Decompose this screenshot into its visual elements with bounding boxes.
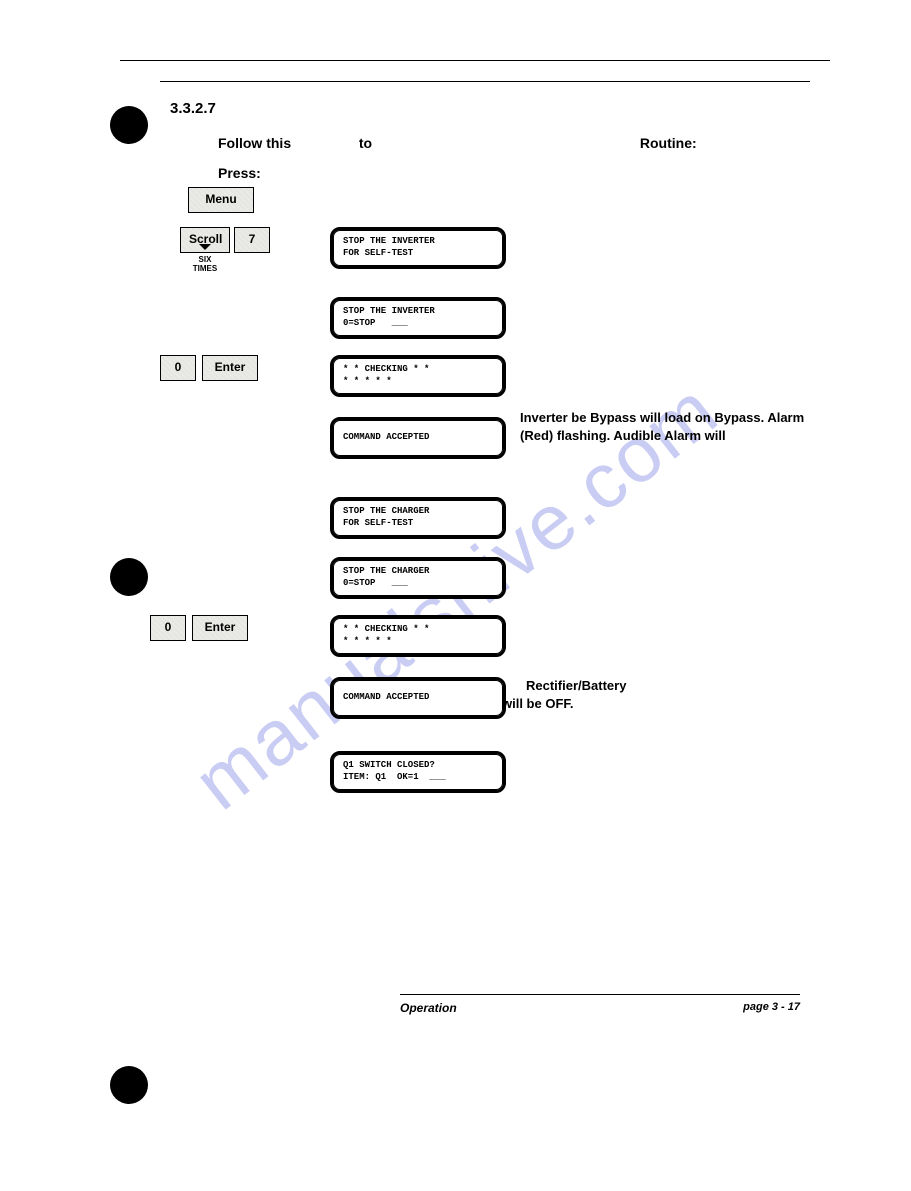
menu-key: Menu [188, 187, 254, 213]
lcd-line: STOP THE CHARGER [343, 566, 493, 578]
rectifier-note-line: Rectifier/Battery [526, 677, 818, 695]
instruction-word: to [359, 135, 372, 151]
lcd-line: FOR SELF-TEST [343, 518, 493, 530]
lcd-line: ITEM: Q1 OK=1 ___ [343, 772, 493, 784]
lcd-display: COMMAND ACCEPTED [330, 417, 506, 459]
top-rule [120, 60, 830, 61]
inner-rule [160, 81, 810, 82]
enter-key: Enter [202, 355, 258, 381]
instruction-line: Follow this to Routine: [218, 135, 830, 151]
instruction-word: Routine: [640, 135, 697, 151]
lcd-display: * * CHECKING * * * * * * * [330, 615, 506, 657]
page-container: 3.3.2.7 Follow this to Routine: Press: M… [120, 60, 830, 187]
lcd-display: STOP THE CHARGER FOR SELF-TEST [330, 497, 506, 539]
footer-rule [400, 994, 800, 995]
inverter-note: Inverter be Bypass will load on Bypass. … [520, 409, 820, 444]
lcd-display: STOP THE INVERTER 0=STOP ___ [330, 297, 506, 339]
six-times-label: SIX TIMES [180, 256, 230, 274]
hole-punch-dot [110, 558, 148, 596]
scroll-key: Scroll [180, 227, 230, 253]
chevron-down-icon [199, 244, 211, 250]
lcd-line: 0=STOP ___ [343, 318, 493, 330]
enter-key: Enter [192, 615, 248, 641]
footer-page-number: page 3 - 17 [743, 1001, 800, 1015]
lcd-display: * * CHECKING * * * * * * * [330, 355, 506, 397]
lcd-display: Q1 SWITCH CLOSED? ITEM: Q1 OK=1 ___ [330, 751, 506, 793]
zero-key: 0 [160, 355, 196, 381]
lcd-line: STOP THE INVERTER [343, 306, 493, 318]
lcd-line: 0=STOP ___ [343, 578, 493, 590]
footer-section: Operation [400, 1001, 457, 1015]
lcd-line: * * CHECKING * * [343, 364, 493, 376]
page-footer: Operation page 3 - 17 [400, 994, 800, 1015]
press-label: Press: [218, 165, 830, 181]
lcd-line: STOP THE INVERTER [343, 236, 493, 248]
seven-key: 7 [234, 227, 270, 253]
instruction-word: Follow this [218, 135, 291, 151]
lcd-display: STOP THE INVERTER FOR SELF-TEST [330, 227, 506, 269]
lcd-display: COMMAND ACCEPTED [330, 677, 506, 719]
lcd-line: FOR SELF-TEST [343, 248, 493, 260]
six-times-line: TIMES [180, 265, 230, 274]
section-number: 3.3.2.7 [170, 100, 830, 117]
hole-punch-dot [110, 1066, 148, 1104]
lcd-line: * * * * * [343, 376, 493, 388]
lcd-line: COMMAND ACCEPTED [343, 692, 493, 704]
lcd-line: * * CHECKING * * [343, 624, 493, 636]
lcd-line: STOP THE CHARGER [343, 506, 493, 518]
lcd-line: * * * * * [343, 636, 493, 648]
zero-key: 0 [150, 615, 186, 641]
lcd-display: STOP THE CHARGER 0=STOP ___ [330, 557, 506, 599]
lcd-line: COMMAND ACCEPTED [343, 432, 493, 444]
rectifier-note-line: will be OFF. [502, 695, 818, 713]
lcd-line: Q1 SWITCH CLOSED? [343, 760, 493, 772]
